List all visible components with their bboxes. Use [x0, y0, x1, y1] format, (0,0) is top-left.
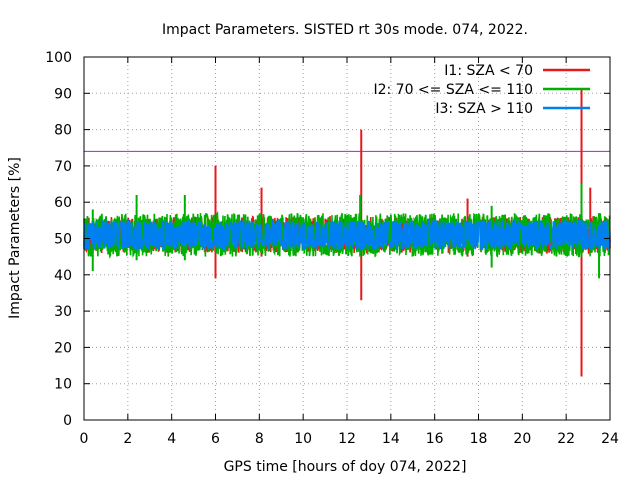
- x-axis-label: GPS time [hours of doy 074, 2022]: [224, 459, 467, 475]
- legend-label-3: I3: SZA > 110: [435, 101, 533, 117]
- y-tick-label: 40: [54, 268, 72, 284]
- series-3-trace: [83, 217, 611, 252]
- legend-label-2: I2: 70 <= SZA <= 110: [373, 82, 533, 98]
- x-tick-label: 22: [557, 431, 575, 447]
- x-axis-tick-labels: 0 2 4 6 8 10 12 14 16 18 20 22 24: [80, 431, 619, 447]
- x-tick-label: 2: [123, 431, 132, 447]
- axis-ticks: [83, 56, 611, 421]
- x-tick-label: 16: [426, 431, 444, 447]
- y-tick-label: 50: [54, 232, 72, 248]
- y-tick-label: 80: [54, 123, 72, 139]
- y-tick-label: 0: [63, 413, 72, 429]
- y-tick-label: 90: [54, 86, 72, 102]
- x-tick-label: 20: [513, 431, 531, 447]
- grid-lines: [84, 57, 610, 420]
- x-tick-label: 12: [338, 431, 356, 447]
- x-tick-label: 6: [211, 431, 220, 447]
- series-layer: [83, 89, 611, 377]
- legend-label-1: I1: SZA < 70: [444, 63, 533, 79]
- x-tick-label: 0: [80, 431, 89, 447]
- y-tick-label: 70: [54, 159, 72, 175]
- y-axis-tick-labels: 0 10 20 30 40 50 60 70 80 90 100: [45, 50, 72, 429]
- series-3-line: [83, 217, 611, 252]
- x-tick-label: 4: [167, 431, 176, 447]
- y-tick-label: 20: [54, 340, 72, 356]
- y-tick-label: 60: [54, 195, 72, 211]
- y-tick-label: 100: [45, 50, 72, 66]
- y-tick-label: 30: [54, 304, 72, 320]
- legend: I1: SZA < 70 I2: 70 <= SZA <= 110 I3: SZA …: [373, 63, 590, 117]
- x-tick-label: 8: [255, 431, 264, 447]
- y-tick-label: 10: [54, 377, 72, 393]
- y-axis-label: Impact Parameters [%]: [7, 157, 23, 319]
- x-tick-label: 10: [294, 431, 312, 447]
- x-tick-label: 14: [382, 431, 400, 447]
- x-tick-label: 24: [601, 431, 619, 447]
- x-tick-label: 18: [470, 431, 488, 447]
- chart-title: Impact Parameters. SISTED rt 30s mode. 0…: [162, 22, 528, 38]
